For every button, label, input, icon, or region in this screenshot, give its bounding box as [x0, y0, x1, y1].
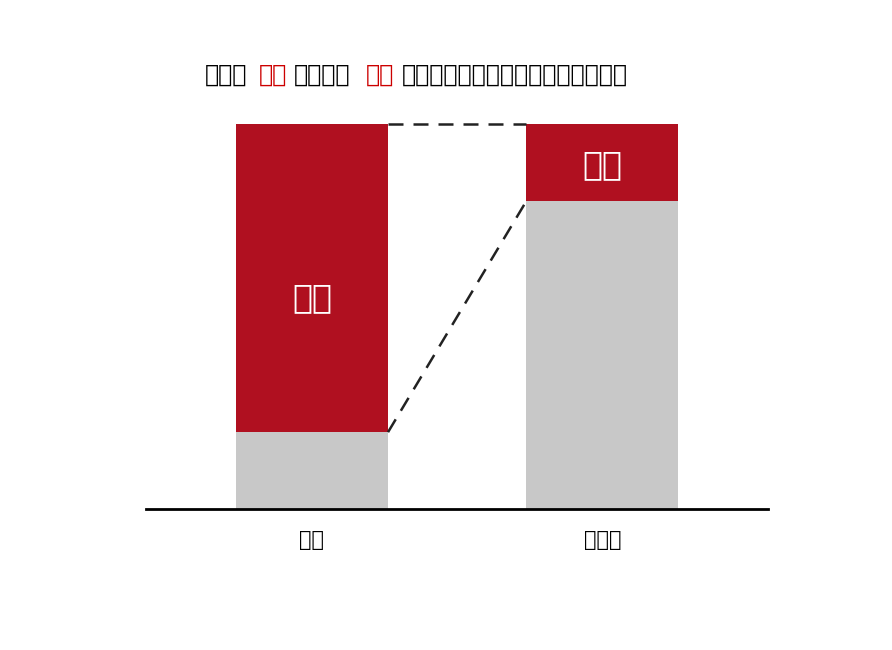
Bar: [526, 202, 678, 509]
Bar: [235, 124, 388, 432]
Text: の常連客（リピーター）がもたらす: の常連客（リピーター）がもたらす: [401, 63, 627, 87]
Text: ２割: ２割: [366, 63, 394, 87]
Text: ２割: ２割: [582, 148, 623, 181]
Text: 売上: 売上: [300, 530, 325, 550]
Text: は、上位: は、上位: [294, 63, 351, 87]
Text: ８割: ８割: [292, 281, 332, 314]
Bar: [526, 124, 678, 202]
Bar: [235, 432, 388, 509]
Text: お客様: お客様: [583, 530, 621, 550]
Text: ８割: ８割: [259, 63, 287, 87]
Text: 売上の: 売上の: [205, 63, 247, 87]
